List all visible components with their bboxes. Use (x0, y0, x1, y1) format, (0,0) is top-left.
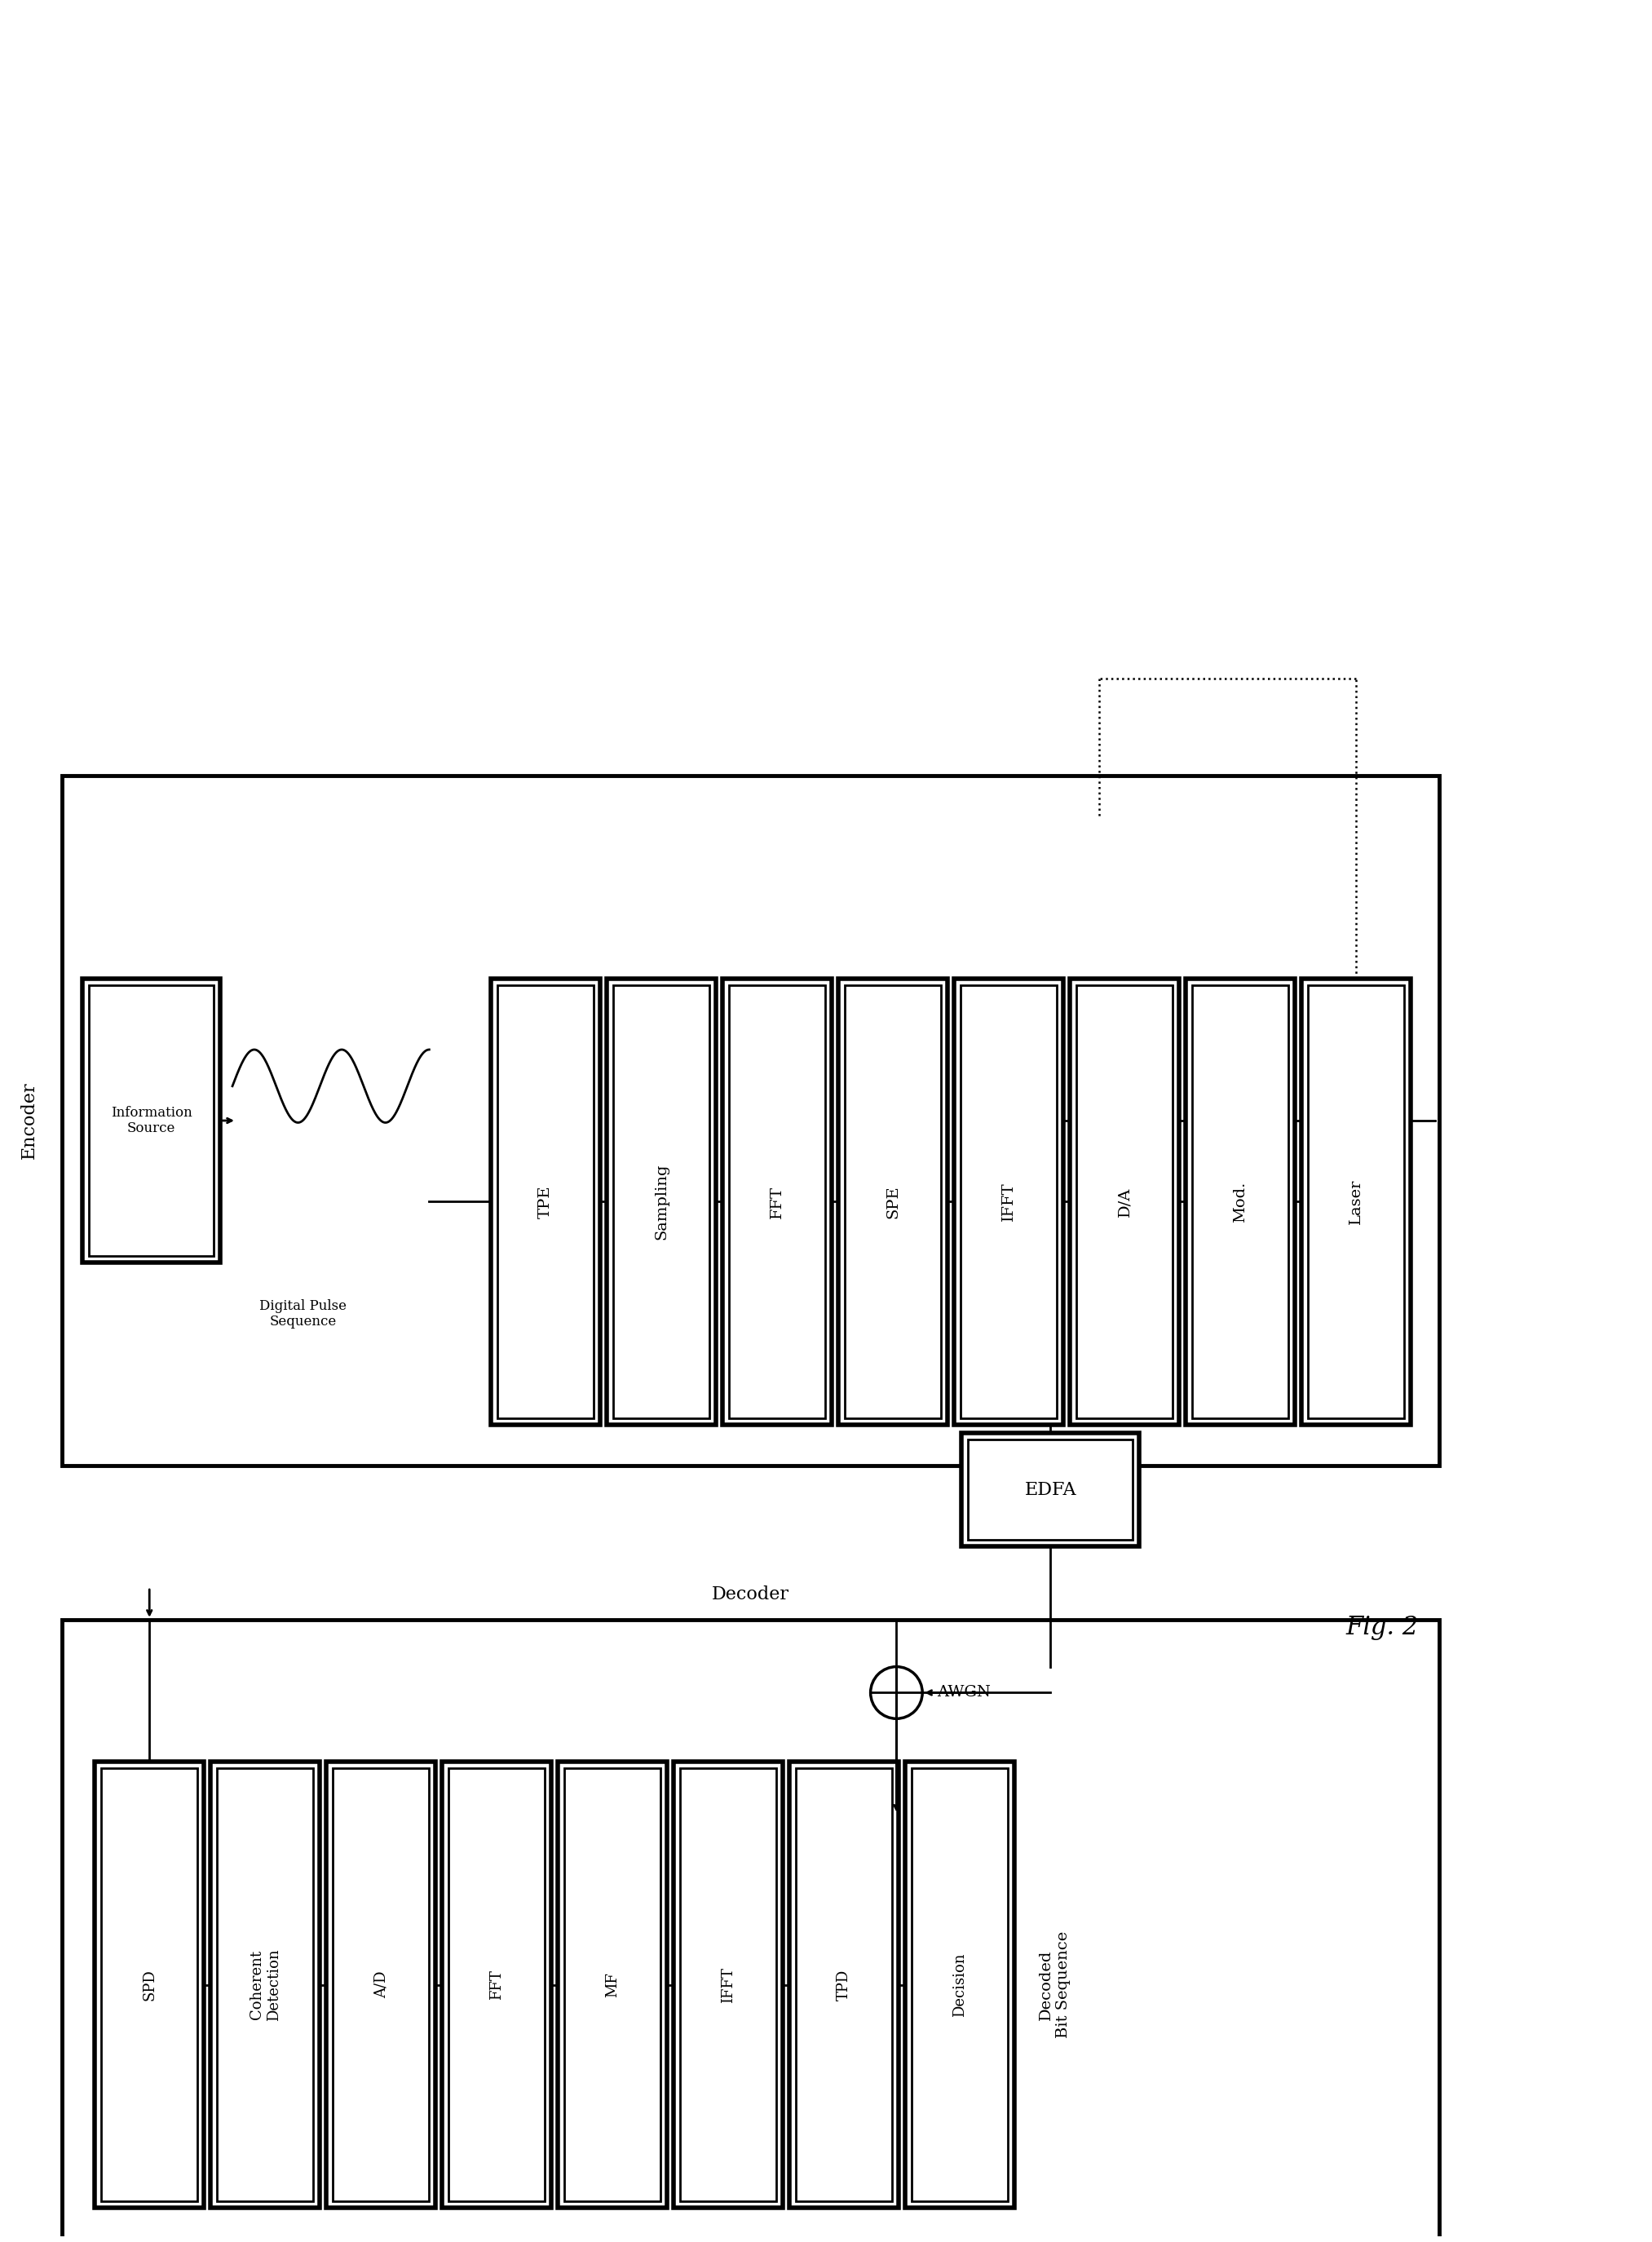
FancyBboxPatch shape (1308, 984, 1404, 1419)
FancyBboxPatch shape (912, 1769, 1008, 2202)
FancyBboxPatch shape (63, 776, 1439, 1466)
FancyBboxPatch shape (1186, 978, 1295, 1426)
Text: AWGN: AWGN (937, 1686, 991, 1699)
FancyBboxPatch shape (722, 978, 831, 1426)
FancyBboxPatch shape (674, 1762, 783, 2208)
Text: Decoder: Decoder (712, 1585, 790, 1603)
FancyBboxPatch shape (101, 1769, 198, 2202)
Text: Digital Pulse
Sequence: Digital Pulse Sequence (259, 1298, 347, 1330)
Text: A/D: A/D (373, 1971, 388, 1998)
Text: IFFT: IFFT (1001, 1182, 1016, 1222)
FancyBboxPatch shape (1302, 978, 1411, 1426)
FancyBboxPatch shape (961, 1433, 1140, 1547)
Text: D/A: D/A (1117, 1186, 1132, 1217)
Text: SPE: SPE (885, 1186, 900, 1217)
FancyBboxPatch shape (497, 984, 593, 1419)
Text: Information
Source: Information Source (111, 1105, 192, 1134)
FancyBboxPatch shape (960, 984, 1057, 1419)
FancyBboxPatch shape (558, 1762, 667, 2208)
FancyBboxPatch shape (327, 1762, 436, 2208)
FancyBboxPatch shape (216, 1769, 314, 2202)
Text: FFT: FFT (770, 1186, 785, 1217)
FancyBboxPatch shape (94, 1762, 205, 2208)
FancyBboxPatch shape (89, 984, 213, 1256)
Text: Coherent
Detection: Coherent Detection (249, 1948, 281, 2020)
Text: Laser: Laser (1348, 1179, 1363, 1224)
FancyBboxPatch shape (332, 1769, 430, 2202)
Text: FFT: FFT (489, 1971, 504, 2000)
Text: Decoded
Bit Sequence: Decoded Bit Sequence (1039, 1930, 1070, 2038)
FancyBboxPatch shape (953, 978, 1064, 1426)
Text: TPD: TPD (838, 1968, 851, 2000)
FancyBboxPatch shape (565, 1769, 661, 2202)
Text: Mod.: Mod. (1232, 1182, 1247, 1222)
Text: SPD: SPD (142, 1968, 157, 2000)
FancyBboxPatch shape (838, 978, 948, 1426)
FancyBboxPatch shape (1075, 984, 1173, 1419)
Text: EDFA: EDFA (1024, 1480, 1075, 1498)
FancyBboxPatch shape (491, 978, 600, 1426)
FancyBboxPatch shape (1193, 984, 1289, 1419)
FancyBboxPatch shape (1070, 978, 1180, 1426)
FancyBboxPatch shape (681, 1769, 776, 2202)
FancyBboxPatch shape (83, 978, 220, 1262)
FancyBboxPatch shape (613, 984, 709, 1419)
FancyBboxPatch shape (210, 1762, 320, 2208)
Text: Sampling: Sampling (654, 1164, 669, 1240)
Text: TPE: TPE (539, 1186, 553, 1217)
Text: MF: MF (605, 1973, 620, 1998)
FancyBboxPatch shape (606, 978, 715, 1426)
Text: Encoder: Encoder (20, 1083, 38, 1159)
FancyBboxPatch shape (968, 1439, 1133, 1540)
Text: Fig. 2: Fig. 2 (1346, 1614, 1419, 1641)
FancyBboxPatch shape (449, 1769, 545, 2202)
FancyBboxPatch shape (905, 1762, 1014, 2208)
Text: Decision: Decision (953, 1953, 968, 2018)
FancyBboxPatch shape (796, 1769, 892, 2202)
Text: IFFT: IFFT (720, 1966, 735, 2002)
FancyBboxPatch shape (729, 984, 826, 1419)
FancyBboxPatch shape (790, 1762, 899, 2208)
FancyBboxPatch shape (443, 1762, 552, 2208)
FancyBboxPatch shape (844, 984, 942, 1419)
FancyBboxPatch shape (63, 1619, 1439, 2242)
